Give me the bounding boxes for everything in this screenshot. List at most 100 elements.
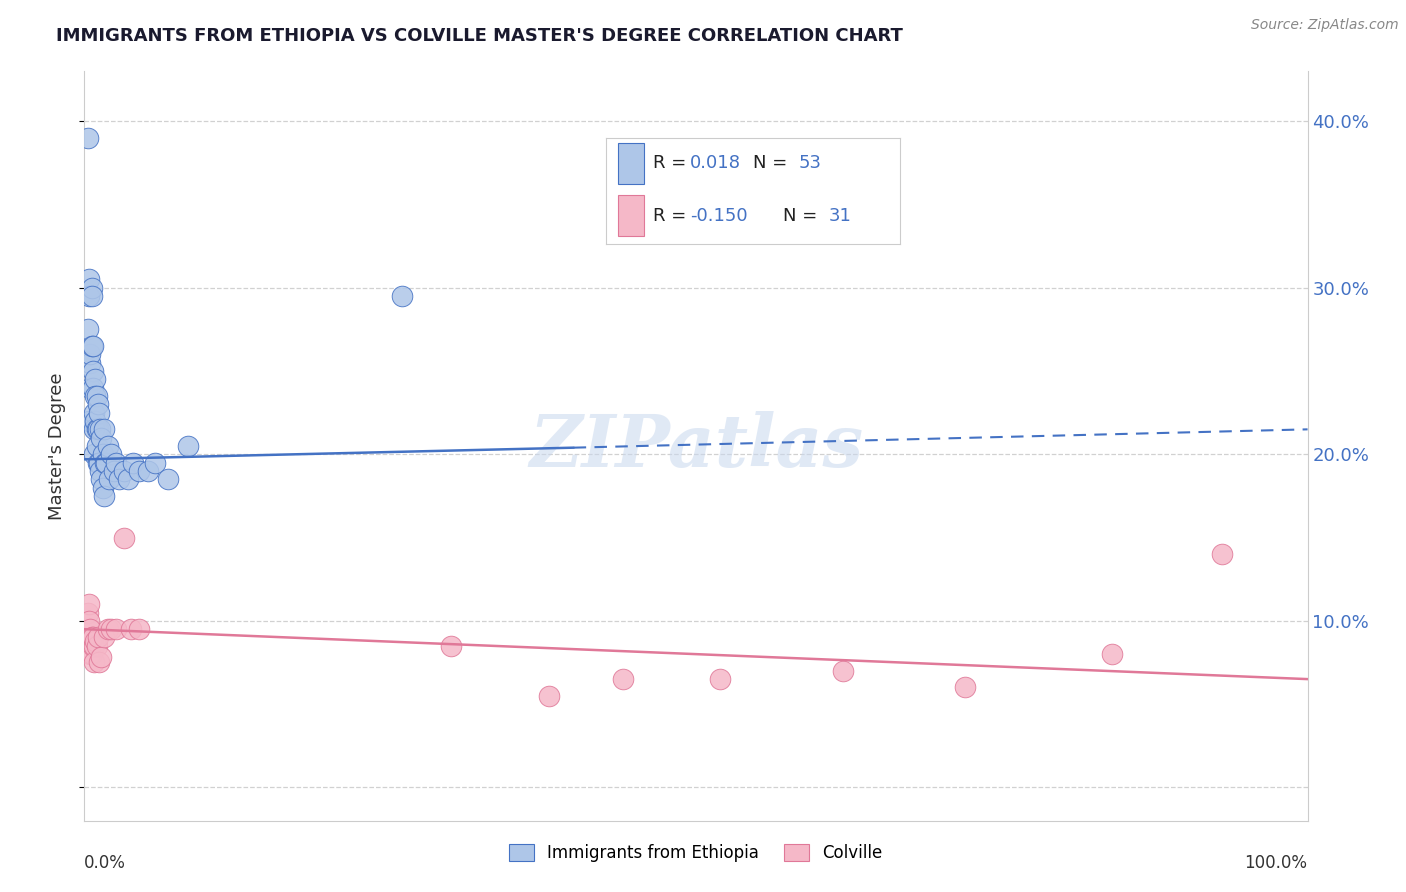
Point (80, 281, 103, 295)
Point (87, 456, 110, 470)
Bar (617, 144, 644, 184)
Point (100, 447, 122, 461)
Point (86, 639, 108, 653)
Legend: Immigrants from Ethiopia, Colville: Immigrants from Ethiopia, Colville (502, 837, 890, 869)
Point (1211, 547, 1233, 561)
Point (82, 339, 104, 353)
Point (90, 472, 112, 486)
Point (82, 364, 104, 378)
Text: R =: R = (654, 154, 692, 172)
Point (91, 481, 114, 495)
Point (103, 464, 125, 478)
Point (83, 656, 105, 670)
Text: IMMIGRANTS FROM ETHIOPIA VS COLVILLE MASTER'S DEGREE CORRELATION CHART: IMMIGRANTS FROM ETHIOPIA VS COLVILLE MAS… (56, 27, 903, 45)
Point (112, 531, 135, 545)
Point (83, 406, 105, 420)
Text: 100.0%: 100.0% (1244, 855, 1308, 872)
Point (77, 414, 100, 428)
Point (84, 633, 107, 648)
Point (86, 422, 108, 436)
Point (87, 631, 110, 645)
Point (107, 472, 129, 486)
Text: -0.150: -0.150 (690, 207, 748, 225)
Point (82, 639, 104, 653)
Point (83, 447, 105, 461)
Point (79, 647, 101, 661)
Point (80, 289, 103, 303)
Point (831, 664, 853, 678)
Point (117, 472, 139, 486)
Point (709, 672, 731, 686)
Point (84, 389, 107, 403)
Point (77, 289, 100, 303)
Point (79, 347, 101, 361)
Text: 53: 53 (799, 154, 823, 172)
Point (83, 639, 105, 653)
Text: N =: N = (783, 207, 823, 225)
Point (91, 447, 114, 461)
Point (80, 631, 103, 645)
Point (77, 614, 100, 628)
Point (82, 381, 104, 395)
Point (105, 622, 128, 636)
Text: N =: N = (754, 154, 793, 172)
Point (79, 381, 101, 395)
Point (86, 439, 108, 453)
Point (89, 422, 111, 436)
Point (122, 456, 145, 470)
Point (86, 389, 108, 403)
Point (97, 439, 120, 453)
Point (79, 622, 101, 636)
Point (136, 464, 159, 478)
Point (94, 456, 117, 470)
Point (391, 289, 413, 303)
Point (82, 631, 104, 645)
Y-axis label: Master's Degree: Master's Degree (48, 372, 66, 520)
Point (87, 656, 110, 670)
Point (80, 339, 103, 353)
Text: 31: 31 (828, 207, 851, 225)
Point (96, 456, 118, 470)
Point (87, 406, 110, 420)
Point (93, 422, 115, 436)
Point (77, 597, 100, 611)
Point (83, 422, 105, 436)
Point (953, 681, 976, 695)
Point (80, 647, 103, 661)
Point (77, 606, 100, 620)
Point (128, 622, 150, 636)
Point (128, 464, 150, 478)
Point (440, 639, 463, 653)
Point (77, 272, 100, 286)
Point (87, 456, 110, 470)
Point (87, 422, 110, 436)
Point (84, 372, 107, 386)
Bar (617, 195, 644, 235)
Point (177, 439, 200, 453)
Point (538, 689, 561, 703)
Point (79, 356, 101, 370)
Point (1101, 647, 1123, 661)
Text: 0.0%: 0.0% (84, 855, 127, 872)
Point (120, 622, 142, 636)
Point (105, 456, 128, 470)
Point (89, 464, 111, 478)
Point (156, 472, 179, 486)
Point (90, 650, 112, 665)
Text: ZIPatlas: ZIPatlas (529, 410, 863, 482)
Point (93, 631, 115, 645)
Point (77, 322, 100, 336)
Point (77, 131, 100, 145)
Point (84, 414, 107, 428)
Point (612, 672, 634, 686)
Point (97, 472, 120, 486)
Point (100, 622, 122, 636)
Text: Source: ZipAtlas.com: Source: ZipAtlas.com (1251, 18, 1399, 32)
Point (97, 622, 120, 636)
Point (112, 464, 135, 478)
Point (143, 456, 166, 470)
Point (87, 397, 110, 411)
Text: R =: R = (654, 207, 692, 225)
Point (90, 431, 112, 445)
Point (93, 489, 115, 503)
